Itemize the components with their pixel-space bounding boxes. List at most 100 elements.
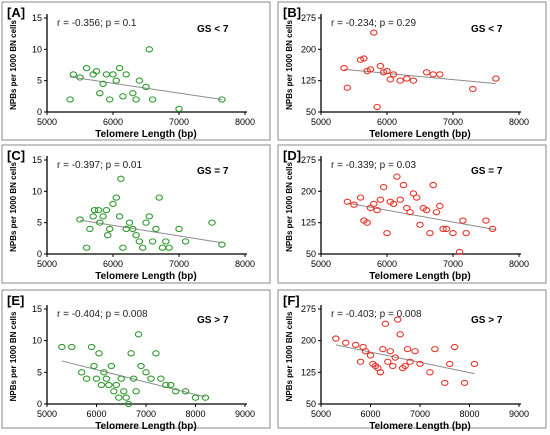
data-point (391, 354, 399, 361)
data-point (350, 201, 358, 208)
data-point (426, 229, 434, 237)
x-axis-label: Telomere Length (bp) (369, 271, 470, 282)
gleason-group-label: GS > 7 (471, 315, 503, 326)
data-point (351, 341, 360, 349)
data-point (68, 343, 76, 351)
data-point (492, 75, 500, 82)
data-point (119, 93, 127, 100)
data-point (409, 77, 418, 84)
data-point (89, 213, 97, 220)
y-tick-label: 50 (306, 249, 316, 259)
x-tick-label: 8000 (459, 409, 479, 419)
data-point (99, 213, 107, 220)
data-point (191, 394, 200, 401)
x-tick-label: 5000 (37, 117, 57, 127)
gleason-group-label: GS < 7 (197, 24, 229, 35)
data-point (105, 96, 114, 103)
data-point (125, 219, 134, 226)
data-point (201, 394, 210, 401)
y-tick-label: 275 (301, 304, 316, 314)
data-point (148, 238, 157, 245)
data-point (132, 232, 140, 239)
data-point (403, 345, 412, 353)
data-point (416, 360, 424, 368)
data-point (96, 219, 104, 226)
data-point (399, 181, 408, 189)
y-tick-label: 275 (301, 155, 316, 165)
data-point (469, 85, 477, 93)
panel-label: [B] (283, 5, 301, 20)
y-axis-label: NPBs per 1000 BN cells (285, 20, 294, 110)
x-tick-label: 9000 (509, 409, 529, 419)
data-point (138, 244, 147, 251)
trend-line (79, 219, 222, 244)
data-point (406, 358, 414, 365)
data-point (218, 241, 226, 248)
data-point (102, 375, 111, 382)
y-tick-label: 0 (37, 107, 42, 117)
y-tick-label: 200 (301, 186, 316, 196)
data-point (470, 360, 479, 368)
x-tick-label: 8000 (185, 409, 205, 419)
data-point (66, 96, 74, 103)
data-point (341, 339, 350, 346)
data-point (87, 343, 96, 351)
data-point (142, 369, 150, 376)
y-tick-label: 5 (37, 367, 42, 377)
data-point (155, 194, 163, 201)
data-point (105, 381, 113, 389)
panel-border (1, 289, 271, 429)
data-point (416, 221, 424, 228)
x-tick-label: 6000 (377, 117, 397, 127)
data-point (396, 331, 404, 338)
data-point (356, 194, 365, 201)
x-axis-label: Telomere Length (bp) (369, 129, 470, 140)
x-tick-label: 7000 (443, 117, 463, 127)
x-tick-label: 5000 (311, 409, 331, 419)
data-point (181, 388, 190, 395)
x-tick-label: 5000 (37, 409, 57, 419)
data-point (134, 331, 143, 338)
x-tick-label: 7000 (169, 259, 189, 269)
y-tick-label: 50 (306, 107, 316, 117)
data-point (112, 381, 121, 389)
y-tick-label: 125 (301, 218, 316, 228)
y-axis-label: NPBs per 1000 BN cells (9, 20, 18, 110)
data-point (152, 350, 160, 357)
data-point (411, 348, 419, 355)
data-point (147, 375, 155, 382)
x-tick-label: 6000 (377, 259, 397, 269)
gleason-group-label: GS = 7 (197, 166, 229, 177)
x-tick-label: 5000 (311, 259, 331, 269)
panel-border (1, 1, 271, 141)
data-point (208, 219, 216, 226)
chart-panel-4: [D] r = -0.339; p = 0.03 GS = 7 50 125 200 275… (277, 144, 547, 284)
data-point (92, 68, 101, 75)
data-point (58, 343, 66, 351)
data-point (381, 320, 390, 327)
x-tick-label: 9000 (235, 409, 255, 419)
data-point (132, 96, 140, 103)
data-point (445, 360, 454, 368)
data-point (158, 244, 167, 251)
data-point (440, 379, 449, 387)
data-point (332, 335, 340, 342)
data-point (370, 29, 378, 36)
data-point (432, 209, 441, 216)
correlation-stat: r = -0.234; p = 0.29 (331, 18, 416, 29)
trend-line (344, 68, 496, 85)
data-point (103, 232, 112, 239)
data-point (406, 209, 414, 216)
data-point (96, 90, 104, 97)
data-point (142, 83, 150, 91)
x-axis-label: Telomere Length (bp) (95, 421, 196, 432)
data-point (76, 74, 84, 81)
data-point (132, 388, 140, 395)
x-tick-label: 6000 (103, 259, 123, 269)
data-point (442, 225, 451, 233)
data-point (119, 244, 127, 251)
data-point (109, 71, 117, 78)
data-point (175, 105, 183, 113)
data-point (102, 71, 111, 78)
